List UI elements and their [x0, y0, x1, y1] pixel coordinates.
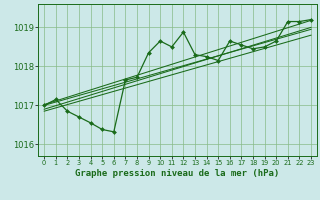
- X-axis label: Graphe pression niveau de la mer (hPa): Graphe pression niveau de la mer (hPa): [76, 169, 280, 178]
